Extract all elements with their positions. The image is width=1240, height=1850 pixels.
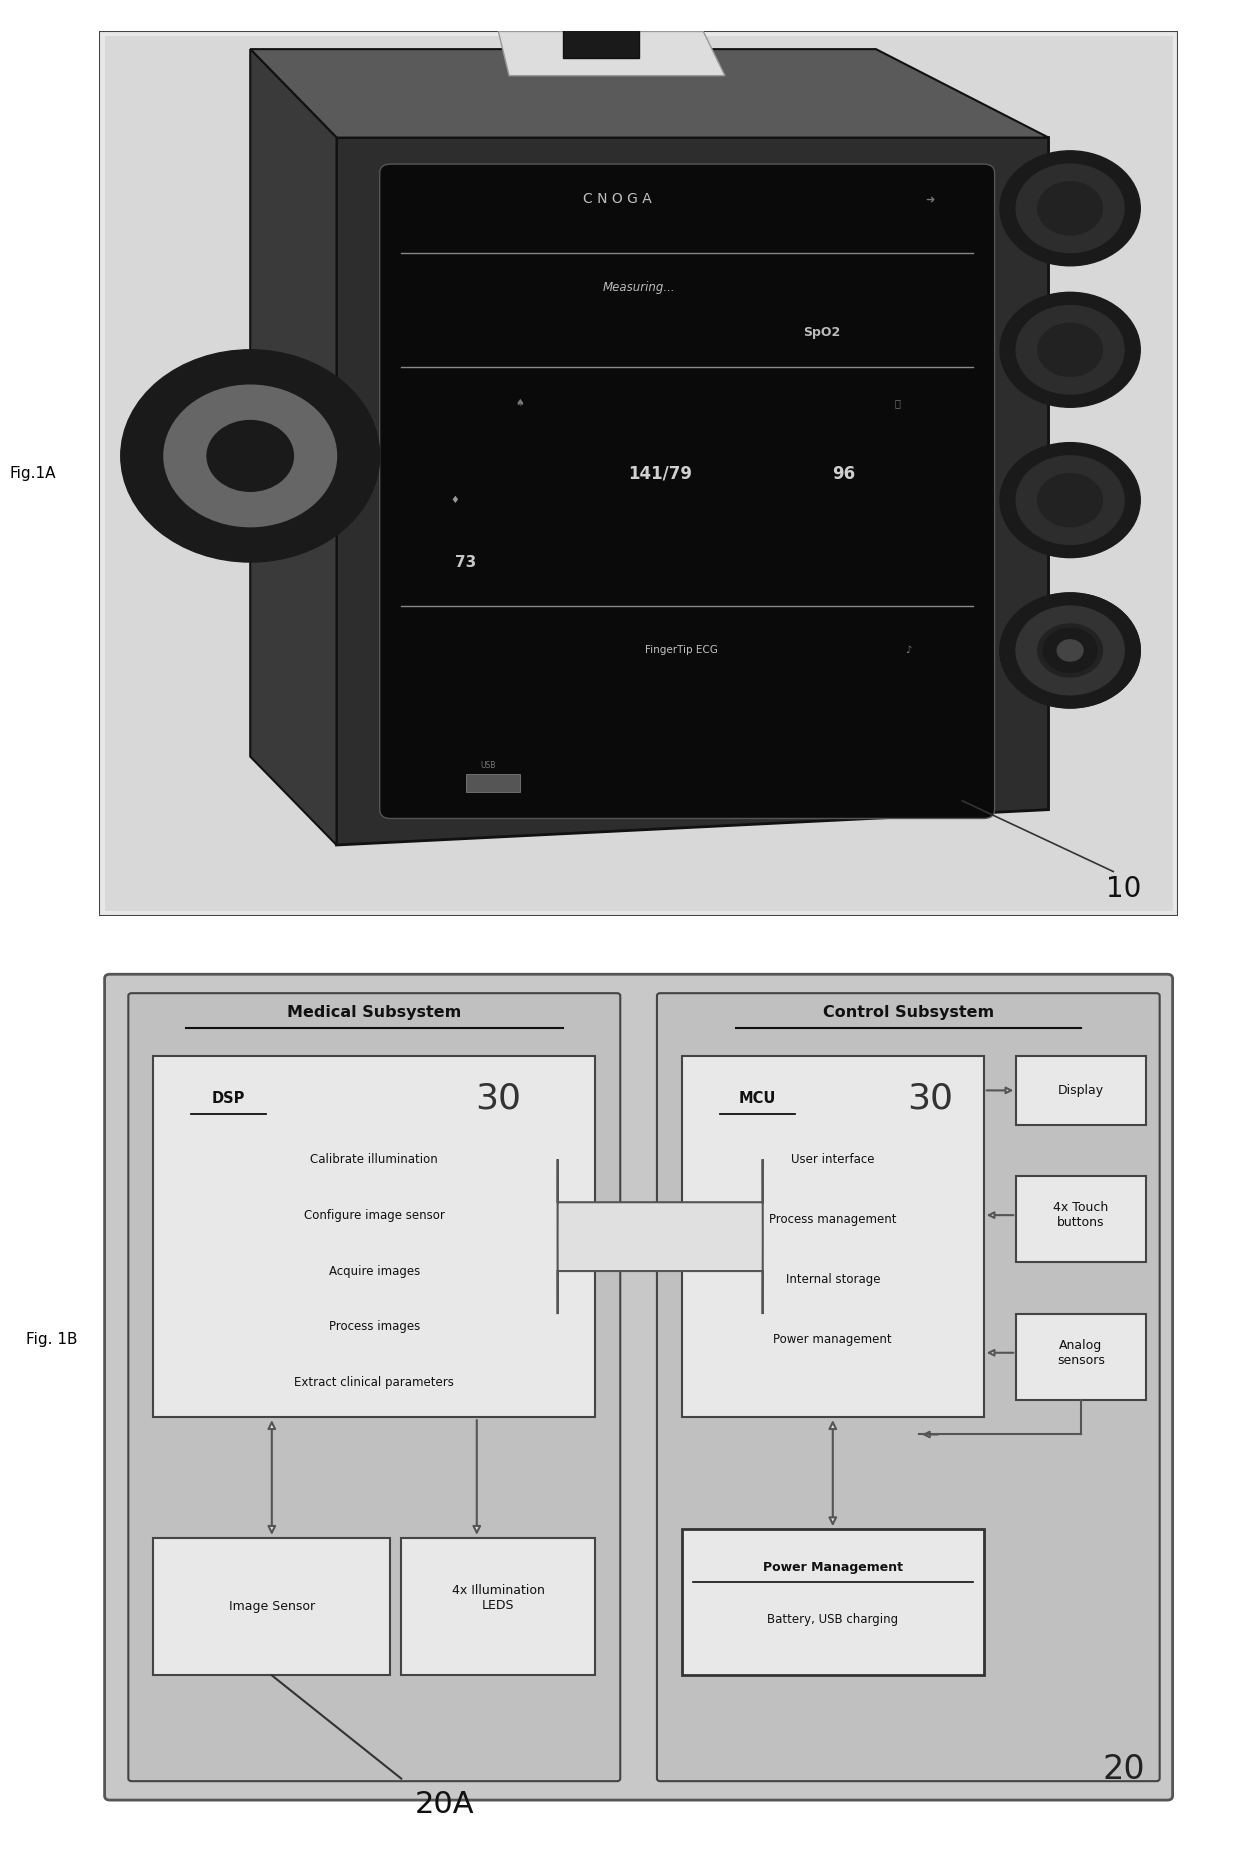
Circle shape	[1017, 455, 1125, 544]
FancyBboxPatch shape	[104, 975, 1173, 1800]
Circle shape	[1017, 165, 1125, 252]
Text: 4x Illumination
LEDS: 4x Illumination LEDS	[451, 1584, 544, 1611]
Text: ♠: ♠	[516, 398, 525, 407]
FancyBboxPatch shape	[379, 165, 994, 818]
Polygon shape	[336, 137, 1049, 845]
FancyBboxPatch shape	[153, 1056, 595, 1417]
Text: FingerTip ECG: FingerTip ECG	[645, 646, 718, 655]
FancyBboxPatch shape	[1017, 1056, 1146, 1125]
Text: ♪: ♪	[905, 646, 911, 655]
FancyBboxPatch shape	[682, 1530, 983, 1676]
FancyBboxPatch shape	[99, 31, 1178, 916]
Circle shape	[999, 594, 1141, 709]
Text: 96: 96	[832, 464, 856, 483]
FancyBboxPatch shape	[657, 993, 1159, 1782]
Text: 30: 30	[475, 1082, 521, 1116]
Text: Fig. 1B: Fig. 1B	[26, 1332, 78, 1347]
FancyBboxPatch shape	[402, 1537, 595, 1676]
Text: Calibrate illumination: Calibrate illumination	[310, 1153, 438, 1166]
Circle shape	[1038, 623, 1102, 677]
Text: Image Sensor: Image Sensor	[228, 1600, 315, 1613]
Text: Internal storage: Internal storage	[785, 1273, 880, 1286]
Text: 20: 20	[1102, 1754, 1146, 1787]
Text: Process images: Process images	[329, 1321, 420, 1334]
FancyBboxPatch shape	[682, 1056, 983, 1417]
Text: Analog
sensors: Analog sensors	[1056, 1339, 1105, 1367]
FancyBboxPatch shape	[1017, 1177, 1146, 1262]
Text: C N O G A: C N O G A	[583, 192, 651, 207]
Circle shape	[999, 152, 1141, 266]
Circle shape	[1017, 607, 1125, 694]
Text: 20A: 20A	[414, 1791, 474, 1819]
Circle shape	[1043, 629, 1097, 673]
Text: User interface: User interface	[791, 1153, 874, 1166]
Text: 10: 10	[1106, 875, 1142, 903]
Polygon shape	[558, 1160, 763, 1314]
Text: DSP: DSP	[212, 1092, 246, 1106]
Circle shape	[1038, 324, 1102, 376]
Polygon shape	[250, 50, 1049, 137]
Circle shape	[207, 420, 294, 492]
Circle shape	[1038, 474, 1102, 527]
Text: Control Subsystem: Control Subsystem	[822, 1005, 994, 1021]
Text: 73: 73	[455, 555, 476, 570]
Text: Measuring...: Measuring...	[603, 281, 675, 294]
Text: 4x Touch
buttons: 4x Touch buttons	[1053, 1201, 1109, 1228]
Text: Extract clinical parameters: Extract clinical parameters	[294, 1376, 454, 1389]
Circle shape	[1058, 640, 1083, 660]
Text: Configure image sensor: Configure image sensor	[304, 1208, 445, 1221]
Text: ➜: ➜	[925, 194, 935, 205]
Polygon shape	[250, 50, 336, 845]
Text: ✊: ✊	[894, 398, 900, 407]
Polygon shape	[563, 22, 639, 57]
Text: Power Management: Power Management	[763, 1561, 903, 1574]
Circle shape	[164, 385, 336, 527]
Circle shape	[999, 442, 1141, 557]
FancyBboxPatch shape	[104, 35, 1173, 912]
FancyBboxPatch shape	[1017, 1314, 1146, 1400]
Circle shape	[1017, 607, 1125, 694]
Text: USB: USB	[480, 760, 495, 770]
Circle shape	[1017, 305, 1125, 394]
Text: Power management: Power management	[774, 1334, 892, 1347]
Text: Process management: Process management	[769, 1214, 897, 1227]
Text: SpO2: SpO2	[804, 326, 841, 339]
Circle shape	[1038, 181, 1102, 235]
FancyBboxPatch shape	[128, 993, 620, 1782]
Circle shape	[999, 594, 1141, 709]
Text: 141/79: 141/79	[629, 464, 692, 483]
Text: ♦: ♦	[451, 496, 460, 505]
Text: Display: Display	[1058, 1084, 1104, 1097]
Polygon shape	[498, 31, 725, 76]
Text: MCU: MCU	[739, 1092, 776, 1106]
FancyBboxPatch shape	[466, 775, 520, 792]
Text: Fig.1A: Fig.1A	[10, 466, 56, 481]
FancyBboxPatch shape	[153, 1537, 391, 1676]
Circle shape	[120, 350, 379, 562]
Circle shape	[999, 292, 1141, 407]
Text: Battery, USB charging: Battery, USB charging	[768, 1613, 898, 1626]
Text: 30: 30	[906, 1082, 952, 1116]
Text: Acquire images: Acquire images	[329, 1265, 420, 1278]
Text: Medical Subsystem: Medical Subsystem	[288, 1005, 461, 1021]
